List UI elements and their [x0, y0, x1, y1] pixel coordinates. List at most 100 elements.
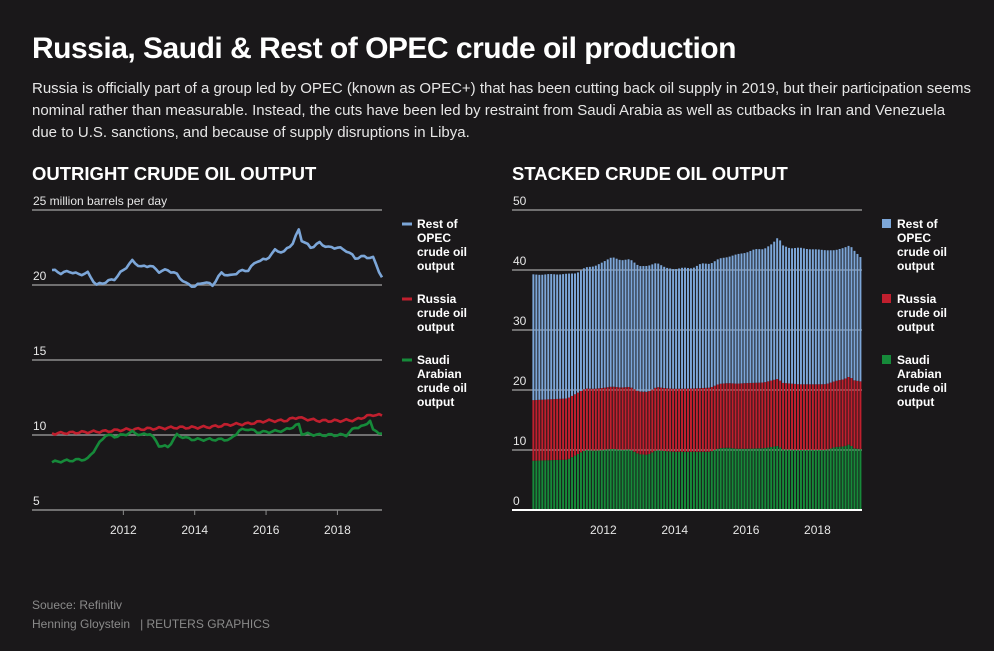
- stacked-bar-russia: [585, 388, 588, 451]
- stacked-bar-rest-of-opec: [695, 265, 698, 389]
- stacked-bar-saudi: [731, 448, 734, 510]
- stacked-bar-rest-of-opec: [654, 263, 657, 388]
- stacked-bar-rest-of-opec: [740, 253, 743, 384]
- stacked-bar-rest-of-opec: [582, 268, 585, 390]
- stacked-bar-russia: [675, 388, 678, 452]
- stacked-bar-russia: [669, 388, 672, 452]
- stacked-bar-saudi: [710, 451, 713, 510]
- stacked-bar-saudi: [808, 450, 811, 510]
- stacked-bar-saudi: [636, 453, 639, 510]
- stacked-bar-rest-of-opec: [550, 274, 553, 400]
- stacked-bar-russia: [704, 387, 707, 452]
- stacked-bar-rest-of-opec: [788, 247, 791, 384]
- stacked-bar-russia: [541, 399, 544, 461]
- stacked-bar-rest-of-opec: [811, 249, 814, 385]
- stacked-bar-russia: [615, 387, 618, 450]
- stacked-bar-saudi: [689, 451, 692, 510]
- stacked-bar-saudi: [755, 448, 758, 510]
- stacked-bar-rest-of-opec: [627, 259, 630, 387]
- left-ytick-label-5: 5: [33, 494, 40, 508]
- stacked-bar-saudi: [565, 459, 568, 510]
- stacked-bar-saudi: [615, 449, 618, 510]
- stacked-bar-saudi: [844, 445, 847, 510]
- stacked-bar-russia: [814, 384, 817, 450]
- right-xtick-label-2014: 2014: [661, 523, 688, 537]
- stacked-bar-russia: [707, 387, 710, 452]
- stacked-bar-saudi: [794, 449, 796, 510]
- stacked-bar-rest-of-opec: [853, 250, 856, 381]
- stacked-bar-saudi: [832, 447, 835, 510]
- stacked-bar-rest-of-opec: [728, 256, 731, 384]
- stacked-bar-saudi: [657, 450, 660, 510]
- stacked-bar-rest-of-opec: [568, 273, 571, 398]
- stacked-bar-russia: [856, 380, 859, 449]
- stacked-bar-saudi: [740, 448, 743, 510]
- stacked-bar-russia: [725, 383, 728, 448]
- stacked-bar-saudi: [850, 446, 853, 510]
- stacked-bar-rest-of-opec: [535, 274, 538, 400]
- stacked-bar-russia: [556, 398, 559, 460]
- stacked-bar-russia: [853, 380, 856, 449]
- right-legend-label-2: Saudi Arabian crude oil output: [897, 353, 947, 409]
- stacked-bar-rest-of-opec: [618, 259, 621, 388]
- stacked-bar-saudi: [719, 448, 722, 510]
- stacked-bar-rest-of-opec: [829, 250, 832, 383]
- stacked-bar-russia: [657, 387, 660, 451]
- stacked-bar-saudi: [588, 450, 591, 510]
- stacked-bar-russia: [603, 387, 606, 450]
- stacked-bar-rest-of-opec: [859, 257, 862, 382]
- stacked-bar-rest-of-opec: [779, 240, 782, 381]
- stacked-bar-saudi: [799, 450, 802, 510]
- stacked-bar-rest-of-opec: [565, 273, 568, 399]
- stacked-bar-rest-of-opec: [707, 263, 710, 388]
- stacked-bar-russia: [684, 388, 686, 452]
- stacked-bar-saudi: [701, 451, 704, 510]
- stacked-bar-saudi: [550, 460, 553, 510]
- stacked-bar-rest-of-opec: [835, 249, 838, 381]
- stacked-bar-saudi: [823, 450, 826, 510]
- stacked-bar-russia: [826, 383, 829, 450]
- credit-line: Henning Gloystein | REUTERS GRAPHICS: [32, 617, 280, 631]
- stacked-bar-russia: [740, 383, 743, 449]
- stacked-bar-russia: [594, 388, 597, 451]
- left-ytick-label-10: 10: [33, 419, 47, 433]
- stacked-bar-russia: [817, 384, 820, 450]
- stacked-bar-saudi: [591, 450, 594, 510]
- stacked-bar-russia: [701, 387, 704, 452]
- stacked-bar-saudi: [805, 450, 808, 510]
- stacked-bar-saudi: [722, 447, 725, 510]
- stacked-bar-russia: [678, 388, 681, 452]
- stacked-bar-russia: [591, 388, 594, 451]
- stacked-bar-russia: [660, 387, 663, 451]
- stacked-bar-russia: [761, 382, 764, 449]
- stacked-bar-saudi: [746, 448, 749, 510]
- stacked-bar-rest-of-opec: [571, 273, 574, 396]
- stacked-bar-russia: [582, 389, 585, 451]
- right-ytick-label-0: 0: [513, 494, 520, 508]
- stacked-bar-saudi: [621, 449, 624, 510]
- stacked-bar-russia: [832, 381, 835, 448]
- stacked-bar-russia: [779, 380, 782, 448]
- stacked-bar-saudi: [737, 448, 740, 510]
- stacked-bar-saudi: [698, 451, 701, 510]
- stacked-bar-rest-of-opec: [657, 263, 660, 388]
- stacked-bar-russia: [838, 380, 841, 447]
- stacked-bar-saudi: [609, 449, 612, 510]
- stacked-bar-saudi: [817, 450, 820, 510]
- stacked-bar-saudi: [764, 447, 767, 510]
- stacked-bar-rest-of-opec: [814, 249, 817, 385]
- stacked-bar-saudi: [663, 451, 666, 510]
- stacked-bar-russia: [562, 398, 565, 460]
- stacked-bar-russia: [770, 380, 773, 448]
- stacked-bar-russia: [672, 388, 675, 452]
- stacked-bar-saudi: [767, 447, 770, 510]
- stacked-bar-saudi: [597, 450, 600, 510]
- stacked-bar-russia: [550, 399, 553, 461]
- stacked-bar-saudi: [713, 450, 716, 510]
- stacked-bar-saudi: [556, 459, 559, 510]
- source-note: Souece: Refinitiv: [32, 598, 123, 612]
- stacked-bar-russia: [535, 399, 538, 461]
- stacked-bar-rest-of-opec: [642, 266, 645, 392]
- stacked-bar-rest-of-opec: [791, 248, 794, 384]
- section-title-outright: OUTRIGHT CRUDE OIL OUTPUT: [32, 163, 317, 184]
